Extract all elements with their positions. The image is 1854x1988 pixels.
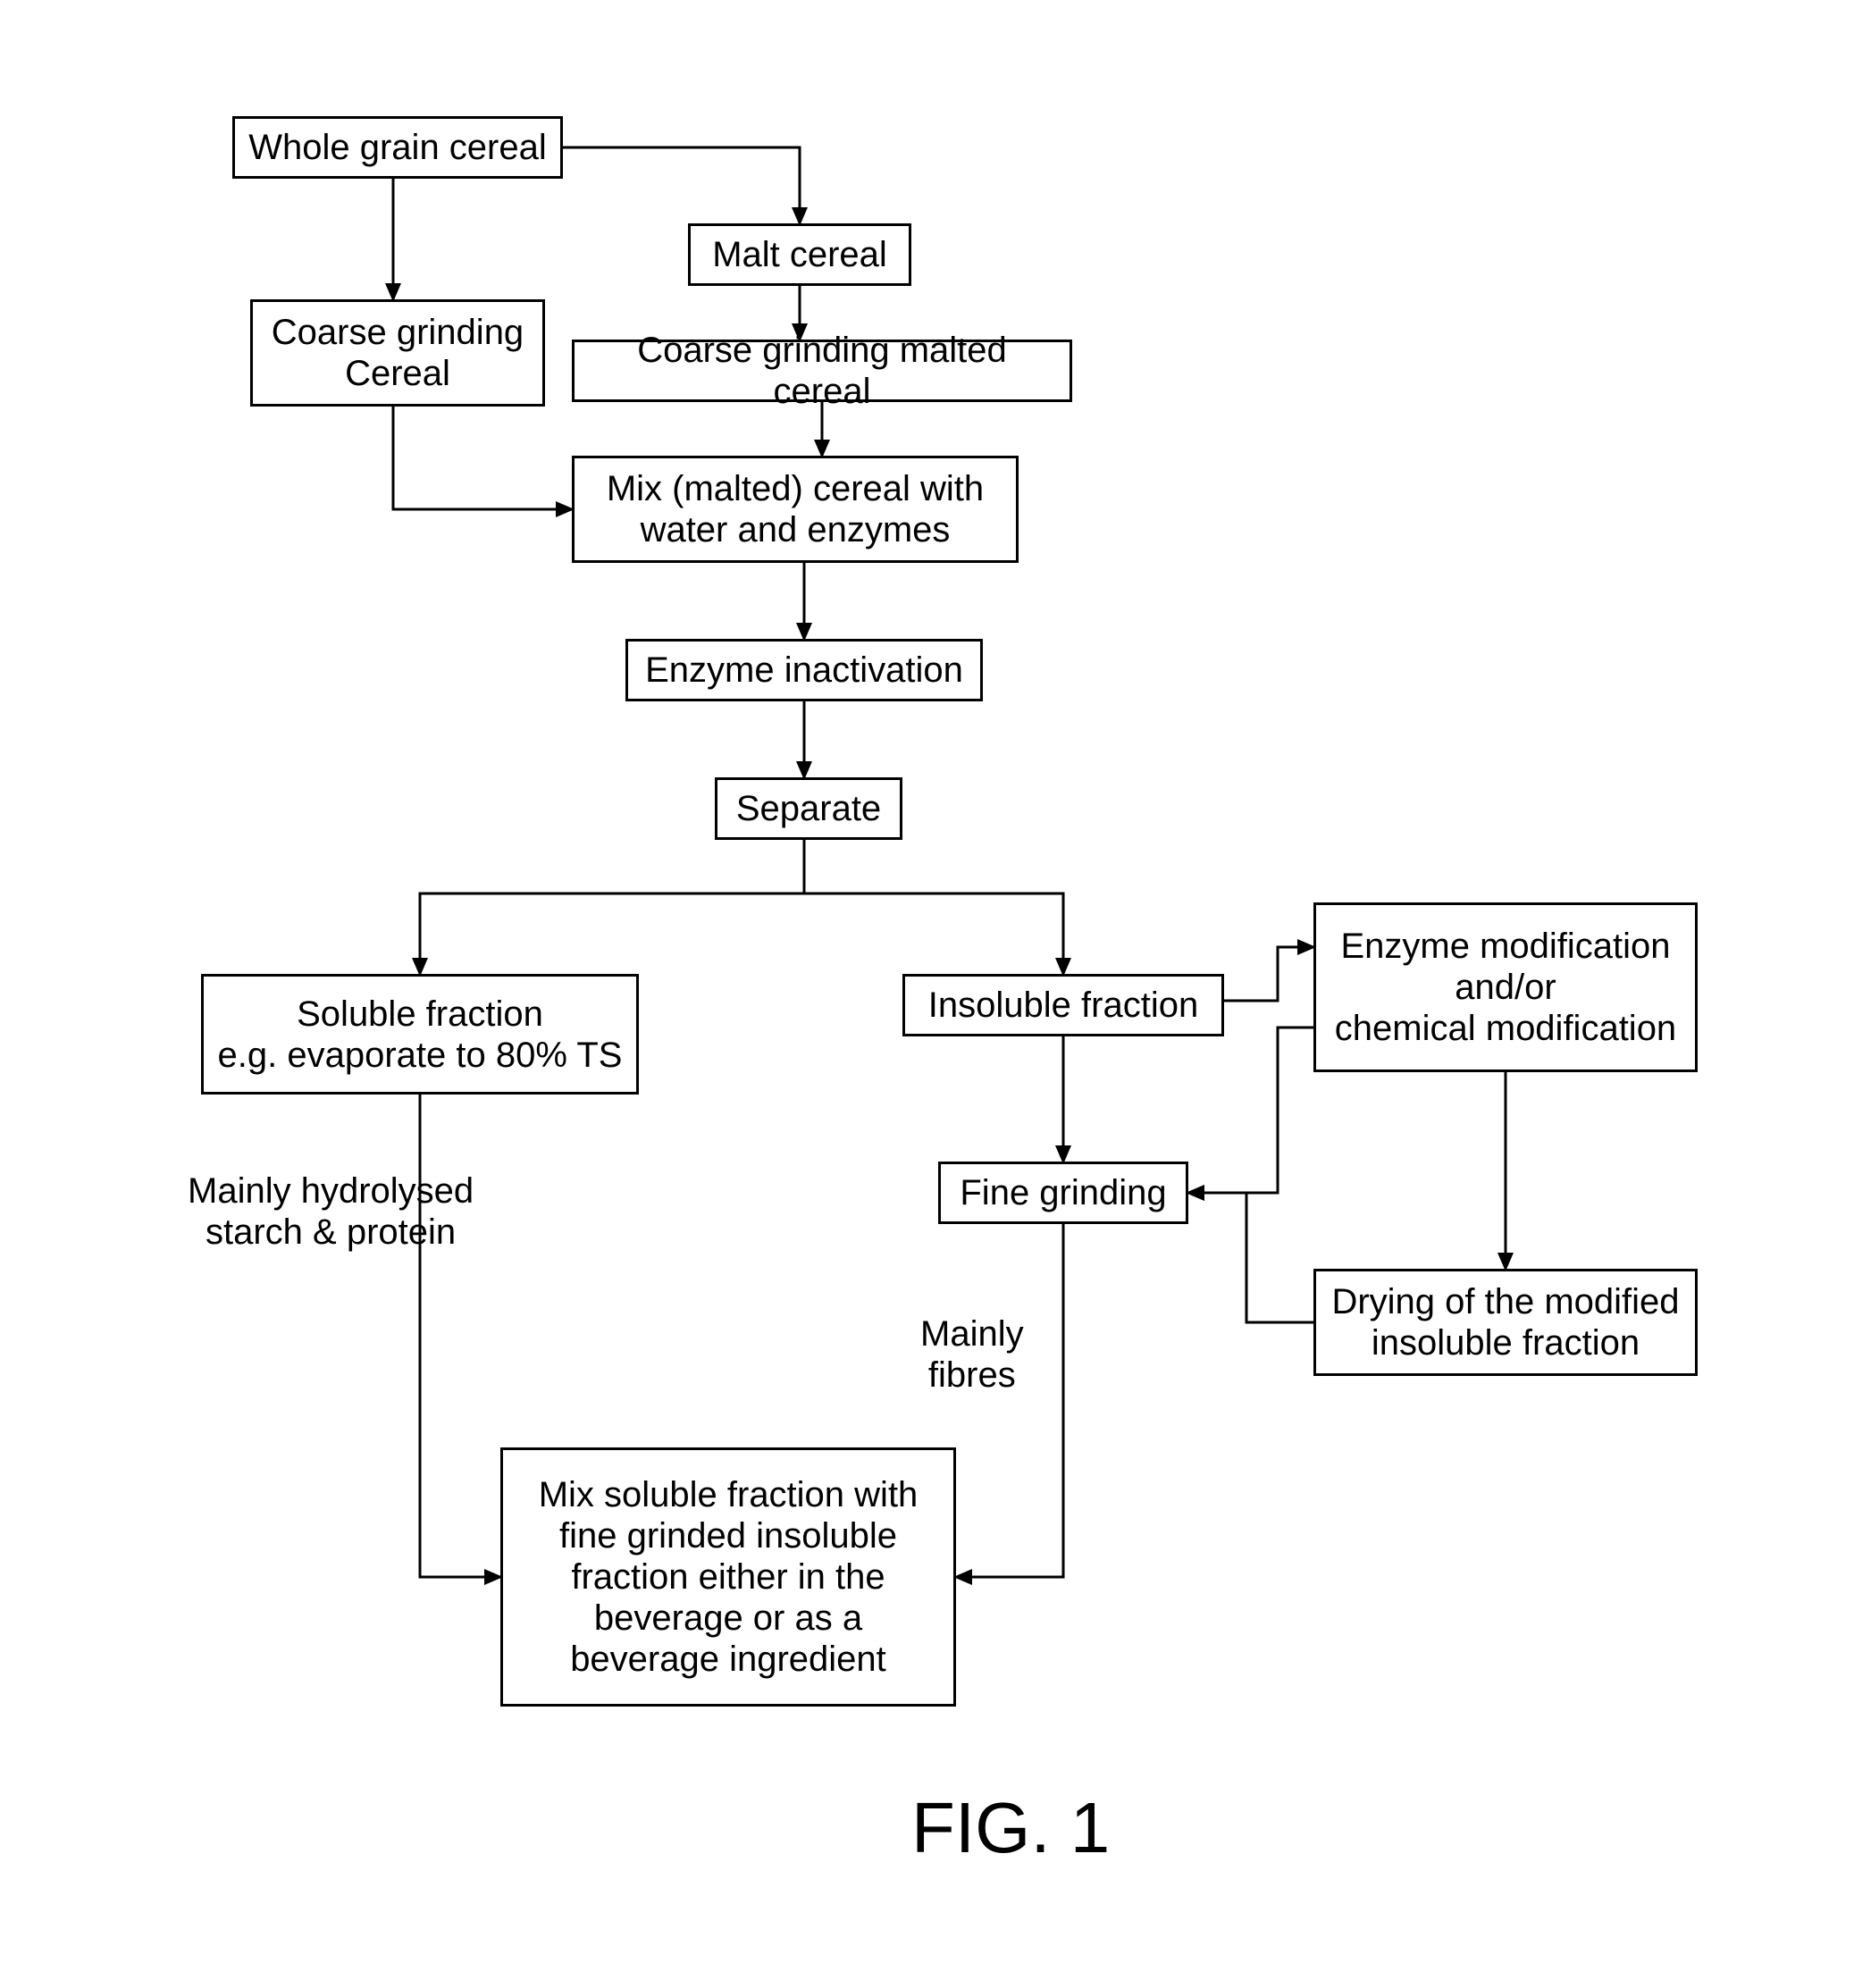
box-enzyme-inactivation: Enzyme inactivation — [625, 639, 983, 701]
figure-label-text: FIG. 1 — [911, 1788, 1110, 1867]
box-label: Coarse grinding malted cereal — [587, 330, 1057, 412]
box-coarse-grinding-malted: Coarse grinding malted cereal — [572, 340, 1072, 402]
label-text: Mainly hydrolysedstarch & protein — [188, 1171, 474, 1252]
box-label: Mix soluble fraction withfine grinded in… — [539, 1474, 919, 1680]
box-soluble-fraction: Soluble fractione.g. evaporate to 80% TS — [201, 974, 639, 1095]
label-mainly-fibres: Mainlyfibres — [920, 1313, 1024, 1396]
label-text: Mainlyfibres — [920, 1314, 1024, 1395]
box-label: Malt cereal — [712, 234, 887, 275]
box-enzyme-modification: Enzyme modificationand/orchemical modifi… — [1313, 902, 1698, 1072]
box-fine-grinding: Fine grinding — [938, 1162, 1188, 1224]
box-whole-grain-cereal: Whole grain cereal — [232, 116, 563, 179]
box-label: Enzyme inactivation — [645, 650, 963, 691]
box-insoluble-fraction: Insoluble fraction — [902, 974, 1224, 1036]
box-label: Fine grinding — [960, 1172, 1166, 1213]
box-separate: Separate — [715, 777, 902, 840]
flowchart-canvas: Whole grain cereal Coarse grindingCereal… — [0, 0, 1854, 1988]
box-label: Drying of the modifiedinsoluble fraction — [1331, 1281, 1679, 1363]
box-label: Soluble fractione.g. evaporate to 80% TS — [218, 994, 623, 1076]
box-label: Mix (malted) cereal withwater and enzyme… — [607, 468, 984, 550]
label-mainly-hydrolysed: Mainly hydrolysedstarch & protein — [188, 1170, 474, 1253]
box-label: Separate — [736, 788, 881, 829]
figure-label: FIG. 1 — [911, 1787, 1110, 1869]
box-label: Enzyme modificationand/orchemical modifi… — [1335, 926, 1676, 1049]
box-label: Insoluble fraction — [928, 985, 1198, 1026]
box-mix-soluble: Mix soluble fraction withfine grinded in… — [500, 1447, 956, 1707]
box-malt-cereal: Malt cereal — [688, 223, 911, 286]
box-coarse-grinding-cereal: Coarse grindingCereal — [250, 299, 545, 407]
box-label: Coarse grindingCereal — [272, 312, 524, 394]
box-drying-modified: Drying of the modifiedinsoluble fraction — [1313, 1269, 1698, 1376]
box-label: Whole grain cereal — [248, 127, 547, 168]
box-mix-cereal: Mix (malted) cereal withwater and enzyme… — [572, 456, 1019, 563]
